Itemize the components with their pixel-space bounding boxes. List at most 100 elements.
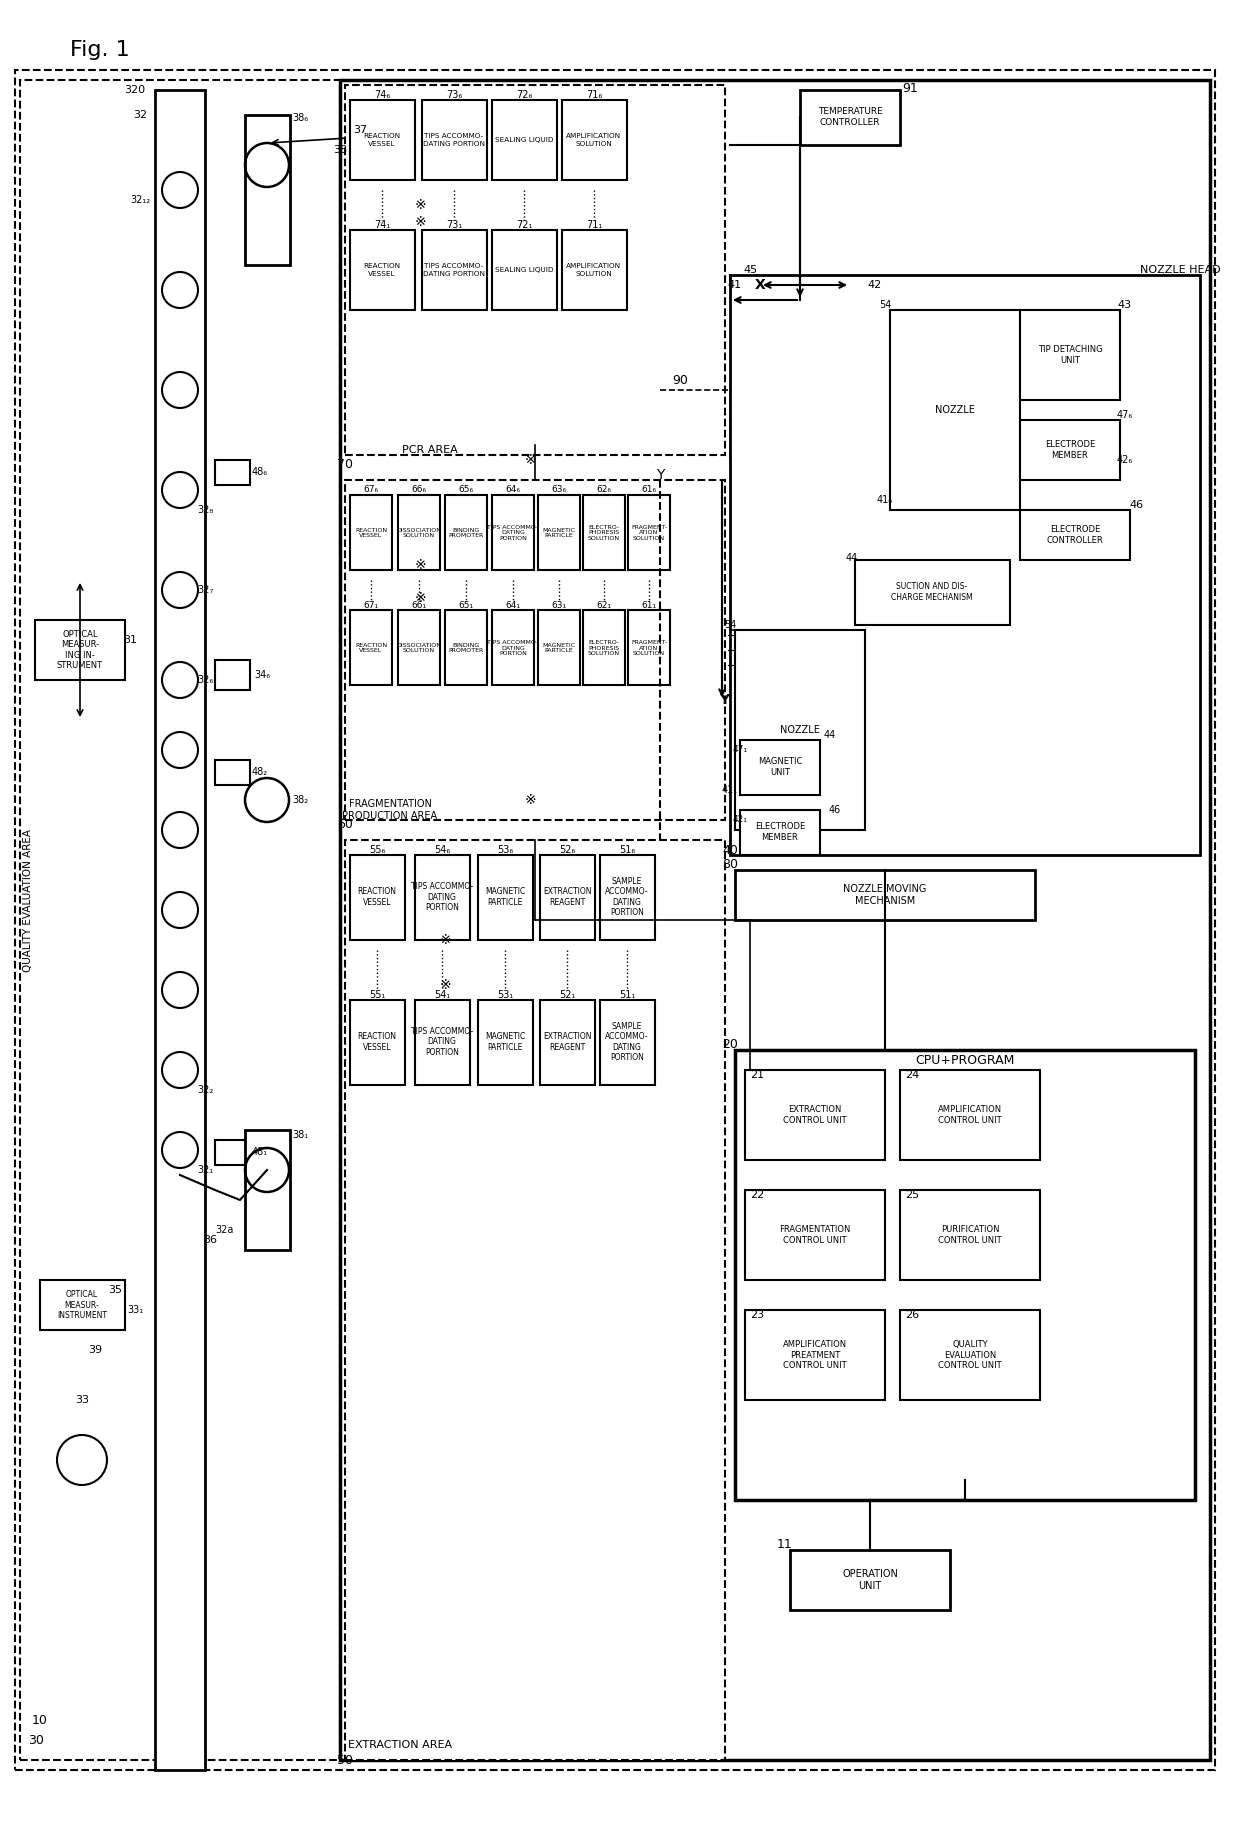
Text: 30: 30 (29, 1734, 43, 1746)
Text: AMPLIFICATION
SOLUTION: AMPLIFICATION SOLUTION (567, 133, 621, 146)
Text: MAGNETIC
PARTICLE: MAGNETIC PARTICLE (542, 527, 575, 538)
Text: OPERATION
UNIT: OPERATION UNIT (842, 1570, 898, 1591)
FancyBboxPatch shape (350, 855, 405, 941)
Text: 55₆: 55₆ (368, 846, 386, 855)
Text: BINDING
PROMOTER: BINDING PROMOTER (449, 527, 484, 538)
Text: 52₁: 52₁ (559, 990, 575, 1001)
Text: 32₇: 32₇ (197, 585, 213, 594)
Text: NOZZLE: NOZZLE (935, 405, 975, 416)
FancyBboxPatch shape (583, 611, 625, 685)
Text: PCR AREA: PCR AREA (402, 445, 458, 456)
Text: 42₁: 42₁ (733, 815, 748, 824)
FancyBboxPatch shape (492, 230, 557, 310)
Text: 25: 25 (905, 1190, 919, 1200)
Text: 35: 35 (108, 1285, 122, 1294)
Text: AMPLIFICATION
PREATMENT
CONTROL UNIT: AMPLIFICATION PREATMENT CONTROL UNIT (782, 1340, 847, 1369)
Text: 74₆: 74₆ (374, 89, 391, 100)
FancyBboxPatch shape (890, 310, 1021, 510)
Text: 32₁₂: 32₁₂ (130, 195, 150, 204)
FancyBboxPatch shape (730, 275, 1200, 855)
Text: 53₁: 53₁ (497, 990, 513, 1001)
Text: 32₈: 32₈ (197, 505, 213, 516)
FancyBboxPatch shape (477, 1001, 533, 1085)
Text: 47₆: 47₆ (1117, 410, 1133, 419)
Text: 47₁: 47₁ (733, 746, 748, 755)
Text: Y: Y (656, 469, 665, 481)
Text: 60: 60 (337, 819, 353, 831)
Text: 48₆: 48₆ (252, 467, 268, 478)
Text: 55₁: 55₁ (368, 990, 386, 1001)
Text: 62₆: 62₆ (596, 485, 611, 494)
FancyBboxPatch shape (745, 1190, 885, 1280)
Text: 62₁: 62₁ (596, 600, 611, 609)
FancyBboxPatch shape (600, 855, 655, 941)
FancyBboxPatch shape (538, 496, 580, 571)
Text: 41₁: 41₁ (722, 786, 738, 795)
Text: 54₆: 54₆ (434, 846, 450, 855)
Text: REACTION
VESSEL: REACTION VESSEL (357, 1032, 397, 1052)
Text: OPTICAL
MEASUR-
ING IN-
STRUMENT: OPTICAL MEASUR- ING IN- STRUMENT (57, 631, 103, 671)
Text: 46: 46 (828, 806, 841, 815)
Text: ※: ※ (525, 793, 536, 808)
Text: 80: 80 (722, 859, 738, 871)
Text: OPTICAL
MEASUR-
INSTRUMENT: OPTICAL MEASUR- INSTRUMENT (57, 1291, 107, 1320)
FancyBboxPatch shape (900, 1311, 1040, 1400)
Text: 32: 32 (133, 109, 148, 120)
Text: TIPS ACCOMMO-
DATING
PORTION: TIPS ACCOMMO- DATING PORTION (487, 640, 538, 656)
FancyBboxPatch shape (246, 1130, 290, 1251)
Text: Fig. 1: Fig. 1 (69, 40, 130, 60)
Text: ELECTRO-
PHORESIS
SOLUTION: ELECTRO- PHORESIS SOLUTION (588, 640, 620, 656)
Text: MAGNETIC
UNIT: MAGNETIC UNIT (758, 757, 802, 777)
FancyBboxPatch shape (900, 1070, 1040, 1159)
FancyBboxPatch shape (422, 230, 487, 310)
Text: ※: ※ (414, 215, 425, 230)
FancyBboxPatch shape (15, 69, 1215, 1770)
Text: NOZZLE HEAD: NOZZLE HEAD (1140, 264, 1220, 275)
Text: 64₁: 64₁ (506, 600, 521, 609)
Text: ELECTRO-
PHORESIS
SOLUTION: ELECTRO- PHORESIS SOLUTION (588, 525, 620, 541)
Text: REACTION
VESSEL: REACTION VESSEL (355, 527, 387, 538)
FancyBboxPatch shape (215, 660, 250, 689)
FancyBboxPatch shape (492, 611, 534, 685)
Text: AMPLIFICATION
CONTROL UNIT: AMPLIFICATION CONTROL UNIT (937, 1105, 1002, 1125)
Text: 23: 23 (750, 1311, 764, 1320)
Text: CPU+PROGRAM: CPU+PROGRAM (915, 1054, 1014, 1066)
FancyBboxPatch shape (627, 496, 670, 571)
FancyBboxPatch shape (538, 611, 580, 685)
Text: 54₁: 54₁ (434, 990, 450, 1001)
Text: MAGNETIC
PARTICLE: MAGNETIC PARTICLE (485, 1032, 525, 1052)
Text: ※: ※ (414, 199, 425, 211)
FancyBboxPatch shape (790, 1550, 950, 1610)
FancyBboxPatch shape (562, 230, 627, 310)
Text: EXTRACTION
CONTROL UNIT: EXTRACTION CONTROL UNIT (784, 1105, 847, 1125)
Text: 67₆: 67₆ (363, 485, 378, 494)
Text: 320: 320 (124, 86, 145, 95)
FancyBboxPatch shape (398, 611, 440, 685)
Text: SAMPLE
ACCOMMO-
DATING
PORTION: SAMPLE ACCOMMO- DATING PORTION (605, 877, 649, 917)
Text: ELECTRODE
MEMBER: ELECTRODE MEMBER (1045, 441, 1095, 459)
Text: 64₆: 64₆ (506, 485, 521, 494)
FancyBboxPatch shape (155, 89, 205, 1770)
Text: 31: 31 (123, 634, 136, 645)
FancyBboxPatch shape (539, 855, 595, 941)
FancyBboxPatch shape (445, 496, 487, 571)
Text: 63₁: 63₁ (552, 600, 567, 609)
FancyBboxPatch shape (735, 1050, 1195, 1500)
Text: AMPLIFICATION
SOLUTION: AMPLIFICATION SOLUTION (567, 264, 621, 277)
FancyBboxPatch shape (740, 809, 820, 855)
Text: 72₆: 72₆ (516, 89, 532, 100)
Text: ELECTRODE
MEMBER: ELECTRODE MEMBER (755, 822, 805, 842)
Text: 61₁: 61₁ (641, 600, 656, 609)
Text: 38₆: 38₆ (291, 113, 308, 122)
FancyBboxPatch shape (345, 479, 725, 820)
Text: 48₂: 48₂ (252, 767, 268, 777)
Text: REACTION
VESSEL: REACTION VESSEL (363, 264, 401, 277)
FancyBboxPatch shape (40, 1280, 125, 1331)
FancyBboxPatch shape (583, 496, 625, 571)
Text: 51₆: 51₆ (619, 846, 635, 855)
Text: 50: 50 (337, 1754, 353, 1766)
Text: TIPS ACCOMMO-
DATING PORTION: TIPS ACCOMMO- DATING PORTION (423, 264, 485, 277)
Text: 33: 33 (74, 1395, 89, 1406)
FancyBboxPatch shape (745, 1070, 885, 1159)
Text: ※: ※ (525, 452, 536, 467)
